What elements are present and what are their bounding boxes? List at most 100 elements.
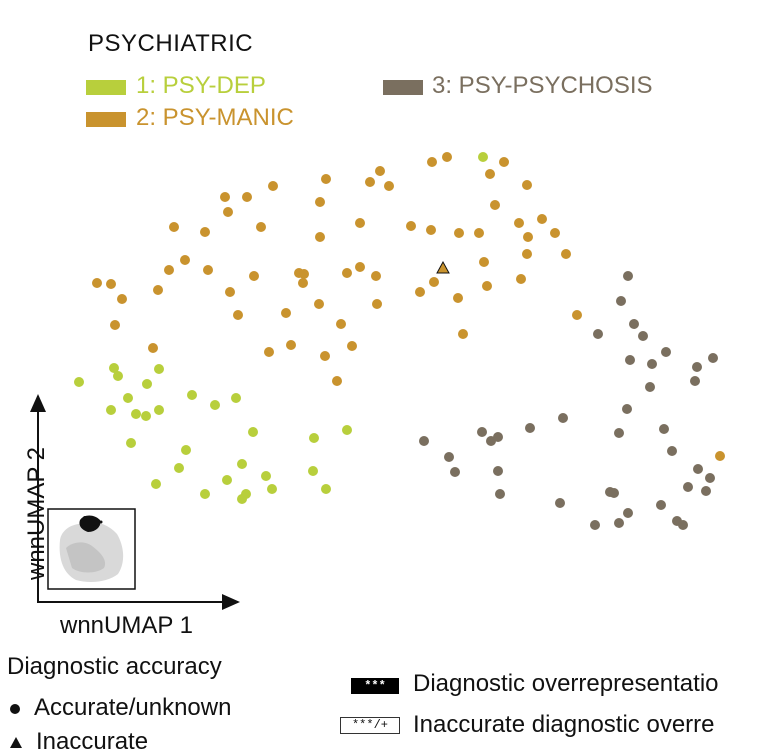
scatter-point-45 [256, 222, 266, 232]
scatter-point-1 [109, 363, 119, 373]
scatter-point-99 [638, 331, 648, 341]
scatter-point-65 [355, 262, 365, 272]
scatter-point-51 [298, 278, 308, 288]
scatter-point-52 [299, 269, 309, 279]
scatter-point-16 [309, 433, 319, 443]
overrepresentation-label: Diagnostic overrepresentatio [413, 670, 719, 697]
scatter-point-8 [141, 411, 151, 421]
inset-thumbnail [47, 508, 136, 590]
scatter-point-125 [623, 508, 633, 518]
scatter-point-81 [522, 180, 532, 190]
scatter-point-13 [126, 438, 136, 448]
circle-marker-icon [10, 703, 20, 714]
scatter-point-109 [659, 424, 669, 434]
scatter-point-29 [478, 152, 488, 162]
scatter-point-36 [164, 265, 174, 275]
scatter-point-85 [523, 232, 533, 242]
scatter-point-119 [450, 467, 460, 477]
scatter-point-108 [622, 404, 632, 414]
scatter-point-42 [223, 207, 233, 217]
scatter-point-133 [705, 473, 715, 483]
scatter-point-47 [233, 310, 243, 320]
scatter-point-72 [426, 225, 436, 235]
scatter-point-4 [154, 364, 164, 374]
scatter-point-95 [715, 451, 725, 461]
scatter-point-39 [169, 222, 179, 232]
scatter-point-19 [237, 459, 247, 469]
legend-label-psy-manic: 2: PSY-MANIC [136, 104, 294, 131]
scatter-point-114 [477, 427, 487, 437]
scatter-point-48 [249, 271, 259, 281]
scatter-point-118 [444, 452, 454, 462]
scatter-point-70 [384, 181, 394, 191]
scatter-point-102 [647, 359, 657, 369]
scatter-point-22 [261, 471, 271, 481]
scatter-point-10 [187, 390, 197, 400]
scatter-point-2 [113, 371, 123, 381]
scatter-point-27 [267, 484, 277, 494]
scatter-point-60 [321, 174, 331, 184]
scatter-point-7 [131, 409, 141, 419]
accuracy-inaccurate-label: Inaccurate [36, 728, 149, 755]
scatter-point-59 [332, 376, 342, 386]
scatter-point-12 [231, 393, 241, 403]
scatter-point-53 [314, 299, 324, 309]
inaccurate-overrepresentation-label: Inaccurate diagnostic overre [413, 711, 715, 738]
scatter-point-54 [264, 347, 274, 357]
scatter-point-23 [308, 466, 318, 476]
scatter-point-84 [537, 214, 547, 224]
scatter-point-88 [561, 249, 571, 259]
scatter-point-97 [616, 296, 626, 306]
scatter-point-100 [593, 329, 603, 339]
scatter-point-15 [248, 427, 258, 437]
scatter-point-74 [415, 287, 425, 297]
legend-swatch-psy-psychosis [383, 80, 423, 95]
scatter-point-128 [656, 500, 666, 510]
scatter-point-132 [693, 464, 703, 474]
scatter-point-33 [110, 320, 120, 330]
scatter-point-31 [106, 279, 116, 289]
scatter-point-77 [454, 228, 464, 238]
scatter-point-30 [92, 278, 102, 288]
scatter-point-75 [427, 157, 437, 167]
scatter-point-78 [474, 228, 484, 238]
scatter-point-0 [74, 377, 84, 387]
scatter-point-126 [614, 518, 624, 528]
scatter-point-66 [371, 271, 381, 281]
scatter-point-14 [181, 445, 191, 455]
scatter-point-113 [525, 423, 535, 433]
scatter-point-5 [123, 393, 133, 403]
scatter-point-122 [555, 498, 565, 508]
scatter-point-98 [629, 319, 639, 329]
scatter-point-17 [342, 425, 352, 435]
scatter-point-24 [200, 489, 210, 499]
scatter-point-26 [237, 494, 247, 504]
scatter-point-116 [493, 432, 503, 442]
scatter-point-9 [154, 405, 164, 415]
accuracy-legend-inaccurate: Inaccurate [10, 728, 148, 756]
scatter-point-127 [590, 520, 600, 530]
scatter-point-6 [106, 405, 116, 415]
scatter-point-124 [609, 488, 619, 498]
scatter-point-46 [225, 287, 235, 297]
scatter-point-67 [372, 299, 382, 309]
scatter-points [74, 152, 725, 530]
inaccurate-overrepresentation-badge: ***/+ [340, 717, 400, 734]
scatter-point-20 [151, 479, 161, 489]
scatter-point-38 [203, 265, 213, 275]
scatter-point-79 [499, 157, 509, 167]
scatter-point-91 [482, 281, 492, 291]
scatter-point-63 [355, 218, 365, 228]
triangle-marker-icon [10, 737, 22, 749]
scatter-point-37 [180, 255, 190, 265]
scatter-point-131 [683, 482, 693, 492]
scatter-point-3 [142, 379, 152, 389]
scatter-point-103 [661, 347, 671, 357]
scatter-point-107 [690, 376, 700, 386]
scatter-point-11 [210, 400, 220, 410]
scatter-point-76 [442, 152, 452, 162]
accuracy-accurate-label: Accurate/unknown [34, 694, 232, 721]
scatter-point-94 [572, 310, 582, 320]
scatter-point-82 [490, 200, 500, 210]
